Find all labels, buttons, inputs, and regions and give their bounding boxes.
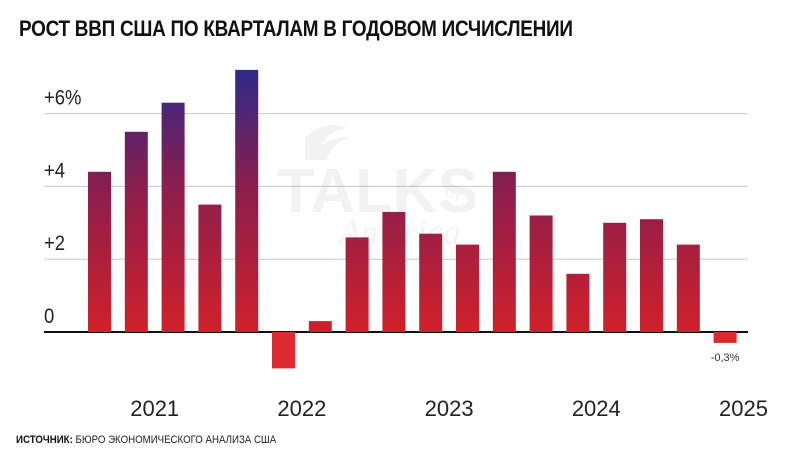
bar-2025-q2: [713, 332, 737, 343]
x-year-label: 2022: [277, 396, 326, 421]
y-tick-label: 0: [44, 305, 54, 328]
x-year-label: 2021: [130, 396, 179, 421]
value-annotation: -0,3%: [711, 352, 740, 364]
bar-2021-q4: [198, 204, 222, 332]
y-tick-label: +2: [44, 232, 65, 255]
bar-2024-q2: [566, 273, 590, 332]
bar-2022-q3: [308, 321, 332, 332]
x-year-label: 2024: [572, 396, 621, 421]
source-note: ИСТОЧНИК: БЮРО ЭКОНОМИЧЕСКОГО АНАЛИЗА СШ…: [16, 434, 276, 446]
bar-2023-q4: [492, 171, 516, 332]
bar-2024-q3: [603, 222, 627, 332]
bars: [88, 69, 737, 369]
bar-2021-q3: [161, 102, 185, 332]
bar-2023-q1: [382, 211, 406, 332]
source-text: БЮРО ЭКОНОМИЧЕСКОГО АНАЛИЗА США: [75, 434, 277, 446]
bar-2022-q2: [272, 332, 295, 369]
bar-2021-q2: [124, 131, 148, 332]
watermark-of: of: [445, 181, 463, 203]
watermark-sub: America: [337, 212, 461, 252]
source-label: ИСТОЧНИК:: [16, 434, 73, 446]
watermark-main: TALKS: [277, 157, 475, 226]
bar-2023-q3: [456, 244, 479, 332]
bar-2024-q4: [640, 219, 663, 332]
x-year-label: 2023: [425, 396, 474, 421]
bar-2022-q4: [345, 237, 369, 332]
bar-2022-q1: [235, 69, 259, 333]
bar-2021-q1: [88, 171, 111, 332]
y-tick-label: +6%: [44, 87, 81, 110]
x-year-label: 2025: [719, 396, 768, 421]
bar-2024-q1: [529, 215, 553, 332]
bar-2025-q1: [676, 244, 700, 332]
flame-icon: [305, 125, 349, 160]
watermark-logo: TALKS of America: [277, 125, 475, 252]
bar-2023-q2: [419, 233, 443, 332]
labels: 0 +2 +4 +6% 2021 2022 2023 2024 2025 -0,3%: [44, 87, 768, 421]
chart-title: РОСТ ВВП США ПО КВАРТАЛАМ В ГОДОВОМ ИСЧИ…: [19, 16, 573, 41]
y-tick-label: +4: [44, 159, 65, 182]
